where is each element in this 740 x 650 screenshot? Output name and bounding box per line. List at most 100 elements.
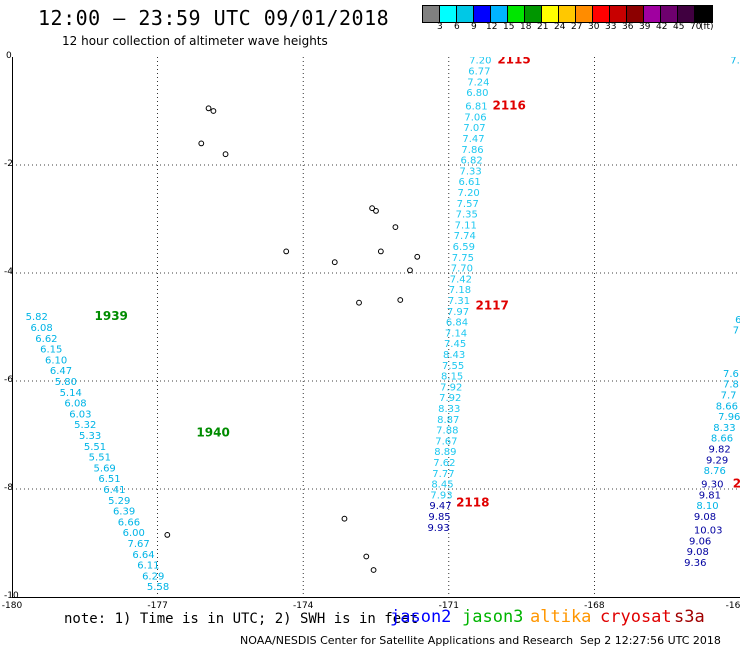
wave-height-value: 7.6 xyxy=(723,369,739,380)
island-outline xyxy=(369,205,376,212)
wave-height-value: 7.67 xyxy=(128,539,150,550)
legend-value-label: 70 xyxy=(690,22,702,32)
longitude-tick-label: -16 xyxy=(725,601,740,611)
page-title: 12:00 — 23:59 UTC 09/01/2018 xyxy=(38,6,390,30)
map-bottom-axis xyxy=(12,597,740,598)
wave-height-value: 7.20 xyxy=(469,57,491,67)
footer-timestamp: Sep 2 12:27:56 UTC 2018 xyxy=(580,634,721,647)
satellite-label-jason2: jason2 xyxy=(390,607,452,627)
wave-height-value: 7.96 xyxy=(718,412,740,423)
wave-height-value: 7.57 xyxy=(457,199,479,210)
legend-swatch xyxy=(440,6,457,22)
island-outline xyxy=(370,567,377,573)
wave-height-value: 9.08 xyxy=(694,512,716,523)
wave-height-value: 5.58 xyxy=(147,582,169,593)
island-outline xyxy=(377,248,384,255)
latitude-tick-label: -4 xyxy=(4,267,13,277)
legend-value-label: 9 xyxy=(471,22,477,32)
legend-value-label: 30 xyxy=(588,22,600,32)
wave-height-value: 6.81 xyxy=(465,102,487,113)
wave-height-value: 7.47 xyxy=(462,134,484,145)
island-outline xyxy=(164,532,171,538)
wave-height-value: 7.14 xyxy=(445,328,467,339)
satellite-label-jason3: jason3 xyxy=(462,607,524,627)
wave-height-value: 6.15 xyxy=(40,345,62,356)
legend-swatch xyxy=(474,6,491,22)
wave-height-value: 9.93 xyxy=(427,523,449,534)
legend-value-label: 21 xyxy=(537,22,549,32)
legend-value-label: 39 xyxy=(639,22,651,32)
latitude-tick-label: -10 xyxy=(4,591,19,601)
wave-height-value: 8.10 xyxy=(696,501,718,512)
wave-height-value: 8.89 xyxy=(434,447,456,458)
wave-height-value: 5.69 xyxy=(94,463,116,474)
island-outline xyxy=(414,253,421,260)
pass-time-label: 1939 xyxy=(95,309,128,323)
wave-height-value: 6.61 xyxy=(459,177,481,188)
wave-height-value: 7.75 xyxy=(452,253,474,264)
legend-value-label: 6 xyxy=(454,22,460,32)
legend-swatch xyxy=(593,6,610,22)
island-outline xyxy=(210,108,217,114)
wave-height-value: 9.82 xyxy=(708,445,730,456)
wave-height-value: 8.66 xyxy=(716,401,738,412)
legend-swatch xyxy=(576,6,593,22)
wave-height-value: 6.03 xyxy=(69,409,91,420)
wave-height-value: 7.20 xyxy=(458,188,480,199)
wave-height-value: 9.08 xyxy=(687,547,709,558)
wave-height-value: 7.07 xyxy=(463,123,485,134)
latitude-tick-label: -8 xyxy=(4,483,13,493)
wave-height-value: 6.51 xyxy=(98,474,120,485)
legend-value-label: 12 xyxy=(486,22,498,32)
legend-value-label: 15 xyxy=(503,22,515,32)
wave-height-value: 7.31 xyxy=(448,296,470,307)
map-svg: 5.826.086.626.156.106.475.805.146.086.03… xyxy=(12,57,740,597)
island-outline xyxy=(283,248,290,255)
wave-height-value: 6.10 xyxy=(45,355,67,366)
wave-height-value: 8.45 xyxy=(431,480,453,491)
wave-height-value: 8.33 xyxy=(713,423,735,434)
island-outline xyxy=(205,105,212,112)
legend-value-label: 42 xyxy=(656,22,668,32)
island-outline xyxy=(341,515,348,522)
wave-height-value: 9.81 xyxy=(699,490,721,501)
wave-height-value: 6.66 xyxy=(118,517,140,528)
wave-height-value: 6.59 xyxy=(453,242,475,253)
pass-time-label: 2 xyxy=(733,477,740,491)
wave-height-value: 7.35 xyxy=(456,210,478,221)
wave-height-value: 6.77 xyxy=(468,67,490,78)
wave-height-value: 8.33 xyxy=(438,404,460,415)
wave-height-value: 7.92 xyxy=(440,382,462,393)
wave-height-value: 6 xyxy=(735,315,740,326)
legend-value-label: 18 xyxy=(520,22,532,32)
wave-height-value: 7.88 xyxy=(436,426,458,437)
pass-time-label: 1940 xyxy=(196,425,229,439)
wave-height-value: 6.82 xyxy=(460,156,482,167)
wave-height-value: 9.36 xyxy=(684,558,706,569)
wave-height-value: 9.47 xyxy=(429,501,451,512)
wave-height-value: 9.85 xyxy=(428,512,450,523)
wave-height-value: 5.14 xyxy=(60,388,82,399)
island-outline xyxy=(363,553,370,560)
island-outline xyxy=(198,140,205,147)
legend-swatch xyxy=(610,6,627,22)
wave-height-value: 7.67 xyxy=(435,436,457,447)
legend-swatch xyxy=(423,6,440,22)
wave-height-value: 7.55 xyxy=(442,361,464,372)
island-outline xyxy=(331,259,338,266)
wave-height-value: 7.06 xyxy=(464,112,486,123)
legend-value-label: 3 xyxy=(437,22,443,32)
legend-swatch xyxy=(457,6,474,22)
wave-height-value: 5.32 xyxy=(74,420,96,431)
wave-height-value: 7.77 xyxy=(432,469,454,480)
wave-height-value: 6.84 xyxy=(446,318,468,329)
wave-height-value: 6.00 xyxy=(123,528,145,539)
wave-height-value: 7. xyxy=(730,57,740,67)
wave-height-value: 7.7 xyxy=(721,391,737,402)
wave-height-value: 6.11 xyxy=(137,561,159,572)
island-outline xyxy=(407,267,413,274)
wave-height-value: 6.29 xyxy=(142,571,164,582)
island-outline xyxy=(397,297,404,303)
latitude-tick-label: -6 xyxy=(4,375,13,385)
